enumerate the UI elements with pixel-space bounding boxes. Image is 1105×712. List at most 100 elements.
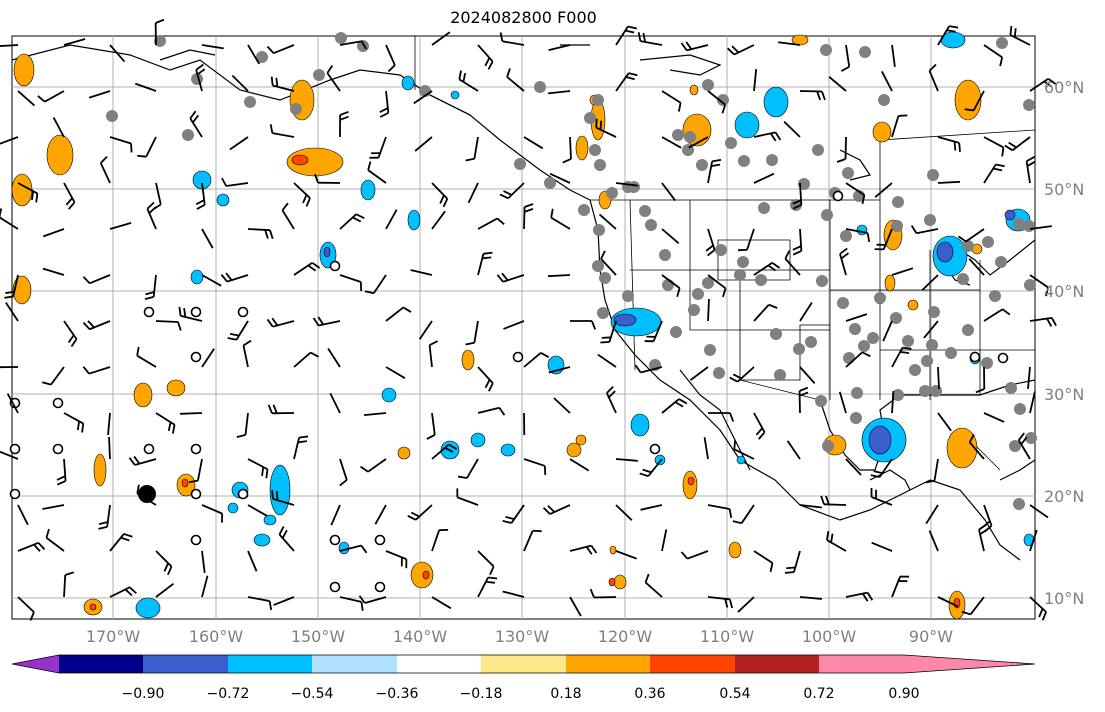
contour-blob	[216, 193, 230, 207]
wind-barb	[385, 209, 398, 230]
station-dot	[256, 51, 268, 63]
wind-barb	[477, 550, 495, 576]
wind-barb	[569, 596, 582, 617]
station-dot	[684, 131, 696, 143]
wind-barb	[220, 272, 249, 283]
station-dot	[1023, 99, 1035, 111]
wind-barb	[431, 596, 452, 610]
wind-barb	[688, 136, 709, 149]
calm-circle	[649, 443, 661, 455]
wind-barb	[431, 529, 449, 552]
station-dot	[692, 288, 704, 300]
wind-barb	[339, 213, 365, 230]
wind-barb	[37, 90, 65, 103]
station-dot	[892, 196, 904, 208]
wind-barb	[410, 269, 433, 276]
station-dot	[182, 129, 194, 141]
station-dot	[758, 202, 770, 214]
wind-barb	[784, 550, 801, 574]
wind-barb	[615, 458, 638, 462]
station-dot	[594, 159, 606, 171]
station-dot	[592, 260, 604, 272]
wind-barb	[928, 530, 939, 552]
wind-barb	[379, 90, 390, 118]
wind-barb	[503, 320, 525, 330]
station-dot	[850, 412, 862, 424]
wind-barb	[431, 443, 458, 460]
station-dot	[597, 307, 609, 319]
station-dot	[770, 328, 782, 340]
calm-circle	[143, 306, 155, 318]
wind-barb	[1029, 274, 1050, 297]
wind-barb	[189, 110, 203, 138]
station-dot	[837, 297, 849, 309]
wind-barb	[792, 182, 803, 210]
wind-barb	[155, 320, 182, 331]
colorbar-segment	[650, 655, 735, 673]
calm-circle	[9, 488, 21, 500]
wind-barb	[236, 412, 249, 438]
colorbar-ticks: −0.90 −0.72 −0.54 −0.36 −0.18 0.18 0.36 …	[122, 686, 920, 702]
wind-barb	[923, 320, 939, 339]
station-dot	[957, 273, 969, 285]
wind-barb	[428, 340, 438, 368]
contour-blob	[360, 179, 376, 201]
wind-barb	[937, 596, 959, 608]
wind-barb	[339, 110, 349, 138]
wind-barb	[312, 316, 341, 327]
contour-blob	[689, 84, 699, 96]
colorbar-tick-label: −0.54	[291, 686, 334, 702]
contour-blob	[630, 413, 650, 437]
wind-barb	[17, 182, 39, 203]
lon-labels: 170°W 160°W 150°W 140°W 130°W 120°W 110°…	[86, 627, 953, 646]
contour-blob	[954, 79, 982, 121]
wind-barb	[737, 228, 755, 252]
station-dot	[909, 364, 921, 376]
contour-blob	[613, 313, 637, 327]
station-dot	[995, 256, 1007, 268]
wind-barb	[968, 258, 985, 276]
colorbar-segment	[312, 655, 397, 673]
wind-barb	[374, 504, 387, 525]
wind-barb	[1004, 136, 1031, 152]
wind-barb	[707, 412, 735, 422]
lat-label: 50°N	[1044, 180, 1084, 199]
wind-barb	[523, 203, 534, 230]
contour-blob	[181, 478, 189, 488]
station-dot	[930, 385, 942, 397]
wind-barb	[155, 550, 173, 576]
contour-blob	[253, 533, 271, 547]
wind-barb	[339, 458, 348, 487]
wind-barb	[499, 32, 525, 46]
wind-barb	[128, 455, 157, 466]
wind-barb	[63, 38, 86, 46]
station-dot	[589, 144, 601, 156]
wind-barb	[921, 274, 939, 291]
lon-label: 170°W	[86, 627, 141, 646]
station-dot	[592, 94, 604, 106]
lon-label: 140°W	[393, 627, 448, 646]
calm-circle	[190, 534, 202, 546]
wind-barb	[314, 173, 341, 184]
station-dot	[606, 187, 618, 199]
wind-barb	[247, 44, 261, 65]
contour-blob	[613, 574, 627, 590]
station-dot	[926, 339, 938, 351]
wind-barb	[63, 412, 85, 433]
colorbar-segment	[819, 655, 904, 673]
wind-barb	[707, 274, 727, 298]
wind-barb	[4, 274, 19, 299]
contour-blob	[135, 597, 161, 619]
station-dot	[812, 144, 824, 156]
station-dot	[878, 94, 890, 106]
wind-barb	[550, 208, 571, 230]
lon-label: 130°W	[495, 627, 550, 646]
wind-barb	[964, 90, 985, 112]
lat-labels: 60°N 50°N 40°N 30°N 20°N 10°N	[1044, 78, 1084, 608]
station-dot	[858, 340, 870, 352]
wind-barb	[326, 65, 341, 92]
wind-barb	[201, 348, 215, 368]
wind-barb	[109, 533, 133, 552]
wind-barb	[799, 596, 822, 600]
wind-barb	[661, 228, 680, 244]
